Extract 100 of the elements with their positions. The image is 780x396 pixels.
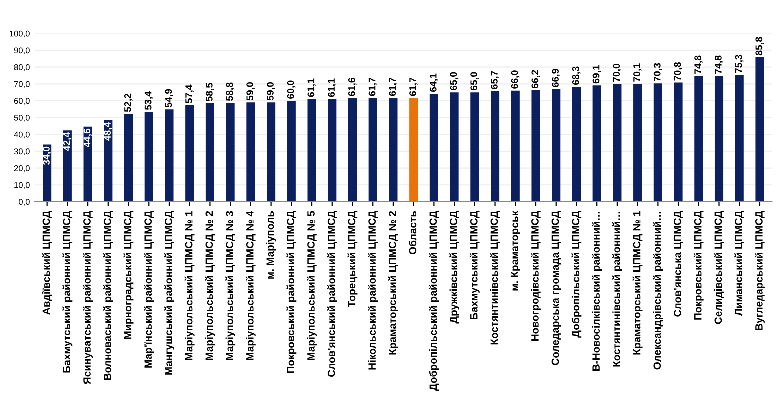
bar: [410, 98, 418, 202]
y-tick-label: 90,0: [14, 48, 30, 55]
data-label: 60,0: [287, 80, 296, 99]
data-label: 59,0: [267, 82, 276, 101]
data-label: 70,1: [634, 64, 642, 82]
bar: [84, 126, 92, 202]
x-tick-label: Добропільський районний ЦПМСД: [429, 211, 440, 392]
x-tick-label: Покровський районний ЦПМСД: [286, 211, 297, 374]
x-tick-label: Слов'янська ЦПМСД: [674, 211, 684, 317]
data-label: 64,1: [430, 74, 438, 92]
x-tick-label: Торецький ЦПМСД: [348, 211, 358, 308]
bar: [714, 76, 724, 202]
bar: [470, 92, 480, 202]
data-label: 65,0: [470, 72, 479, 91]
x-tick-label: Бахмутський ЦПМСД: [470, 211, 480, 320]
x-tick-label: Авдіївський ЦПМСД: [42, 211, 52, 315]
x-tick-label: Область: [408, 211, 417, 255]
x-tick-label: Новогродівський ЦПМСД: [531, 211, 541, 342]
data-label: 61,1: [308, 78, 316, 98]
data-label: 58,5: [206, 83, 214, 102]
x-tick-label: Мангушський районний ЦПМСД: [164, 211, 174, 375]
data-label: 53,4: [144, 92, 154, 110]
bar: [634, 84, 642, 202]
x-tick-label: Маріупольський ЦПМСД № 2: [205, 211, 216, 360]
y-tick-label: 0,0: [18, 199, 30, 206]
x-tick-label: Костянтинівський ЦПМСД: [490, 211, 500, 345]
x-tick-label: Соледарська громада ЦПМСД: [552, 211, 562, 366]
bar: [287, 100, 296, 202]
x-tick-label: Олександрівський районний…: [653, 212, 664, 370]
y-tick-label: 50,0: [14, 115, 30, 122]
x-tick-label: Дружківський ЦПМСД: [450, 211, 460, 324]
bar: [735, 75, 744, 202]
x-tick-label: Ясинуватський районний ЦПМСД: [83, 211, 93, 384]
x-tick-label: Маріупольський ЦПМСД № 5: [307, 211, 317, 360]
bar: [389, 98, 398, 202]
x-tick-label: Мирноградський ЦПМСД: [124, 211, 134, 340]
bar: [144, 112, 154, 202]
bar: [267, 102, 276, 202]
data-label: 61,6: [348, 78, 357, 96]
x-tick-label: м. Краматорськ: [511, 210, 520, 291]
bar: [430, 94, 438, 202]
data-label: 54,9: [165, 89, 174, 108]
bar: [572, 87, 581, 202]
bar: [756, 58, 764, 202]
data-label: 74,8: [714, 56, 724, 74]
bar: [165, 110, 174, 202]
data-label: 66,2: [532, 70, 540, 89]
data-label: 69,1: [592, 65, 602, 84]
bar: [450, 92, 459, 202]
x-tick-label: Маріупольський ЦПМСД № 3: [226, 211, 236, 360]
bar: [226, 103, 235, 202]
data-label: 44,6: [84, 128, 92, 148]
bar: [674, 82, 683, 202]
y-tick-label: 80,0: [14, 64, 30, 72]
x-tick-label: Волноваський районний ЦПМСД: [103, 211, 114, 380]
x-tick-label: Краматорський ЦПМСД № 2: [388, 211, 398, 355]
data-label: 61,1: [328, 78, 336, 98]
data-label: 42,4: [63, 132, 72, 152]
data-label: 61,7: [410, 78, 418, 96]
bar: [63, 130, 72, 202]
x-tick-label: м. Маріуполь: [266, 211, 276, 279]
data-label: 85,8: [756, 37, 764, 56]
bar: [246, 102, 256, 202]
x-tick-label: Селидівський ЦПМСД: [714, 211, 724, 324]
bar: [654, 84, 662, 202]
x-tick-label: Бахмутський районний ЦПМСД: [62, 211, 73, 373]
bar: [532, 90, 540, 202]
data-label: 61,7: [368, 78, 378, 96]
bar: [348, 98, 358, 202]
data-label: 58,8: [226, 82, 235, 102]
y-tick-label: 30,0: [14, 148, 30, 156]
y-tick-label: 60,0: [14, 98, 30, 106]
x-tick-label: Добропільський ЦПМСД: [572, 211, 582, 338]
data-label: 52,2: [124, 94, 133, 112]
bar: [308, 99, 316, 202]
x-tick-label: Вугледарський ЦПМСД: [755, 211, 765, 330]
y-tick-label: 20,0: [14, 166, 30, 172]
x-tick-label: Краматорський ЦПМСД № 1: [632, 211, 643, 355]
bar: [124, 114, 134, 202]
data-label: 61,7: [389, 78, 398, 96]
bar: [552, 89, 561, 202]
data-label: 74,8: [694, 56, 703, 74]
bar: [592, 86, 602, 202]
x-tick-label: Костянтинівський районний…: [612, 212, 622, 367]
data-label: 59,0: [246, 82, 255, 101]
y-tick-label: 40,0: [14, 132, 30, 139]
data-label: 65,0: [450, 72, 459, 91]
x-tick-label: В-Новосілківський районний…: [592, 212, 602, 372]
data-label: 66,9: [552, 69, 560, 88]
y-tick-label: 70,0: [14, 81, 30, 88]
bar: [104, 120, 113, 202]
bar: [511, 90, 520, 202]
data-label: 70,3: [654, 63, 662, 82]
x-tick-label: Маріупольський ЦПМСД № 4: [246, 211, 256, 360]
data-label: 70,8: [674, 62, 683, 81]
bar: [186, 105, 194, 202]
data-label: 70,0: [613, 64, 622, 82]
data-label: 48,4: [104, 122, 112, 141]
bar: [328, 99, 337, 202]
data-label: 68,3: [572, 66, 581, 85]
